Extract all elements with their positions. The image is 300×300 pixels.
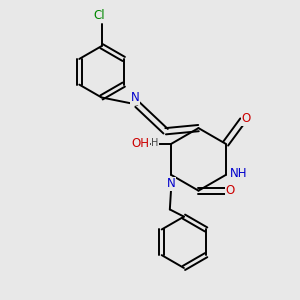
Text: O: O: [225, 184, 234, 197]
Text: N: N: [167, 177, 176, 190]
Text: N: N: [130, 91, 140, 104]
Text: OH: OH: [131, 137, 149, 150]
Text: NH: NH: [230, 167, 247, 180]
Text: Cl: Cl: [93, 9, 105, 22]
Text: H: H: [151, 138, 158, 148]
Text: O: O: [241, 112, 250, 125]
